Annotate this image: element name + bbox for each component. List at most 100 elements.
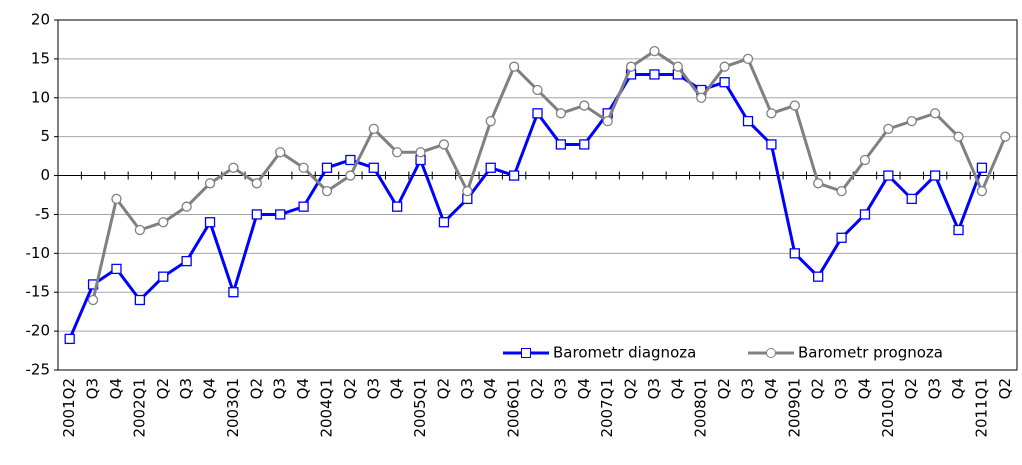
- marker: [87, 294, 99, 306]
- marker: [929, 108, 941, 119]
- marker: [532, 108, 543, 119]
- x-tick-label: Q3: [271, 378, 289, 399]
- x-tick-label: Q2: [341, 378, 359, 399]
- x-tick-label: Q3: [739, 378, 757, 399]
- marker: [134, 224, 146, 236]
- legend-marker: [521, 348, 531, 358]
- x-tick-label: Q2: [809, 378, 827, 399]
- marker: [1000, 131, 1011, 142]
- marker: [813, 178, 824, 189]
- x-tick-label: 2007Q1: [598, 378, 616, 438]
- marker: [298, 162, 309, 173]
- marker: [111, 263, 122, 275]
- x-tick-label: Q2: [528, 378, 546, 399]
- series-line: [91, 49, 1007, 301]
- marker: [251, 178, 262, 189]
- marker: [438, 139, 450, 150]
- x-tick-label: Q2: [622, 378, 640, 399]
- marker: [929, 170, 941, 181]
- marker: [181, 255, 192, 267]
- marker: [859, 209, 871, 220]
- x-tick-label: Q4: [481, 378, 499, 399]
- marker: [976, 162, 988, 173]
- marker: [836, 232, 847, 243]
- x-tick-label: Q2: [996, 378, 1014, 399]
- x-tick-label: Q3: [84, 378, 102, 399]
- x-tick-label: Q3: [832, 378, 850, 399]
- marker: [649, 69, 660, 80]
- marker: [392, 201, 403, 212]
- x-tick-label: 2010Q1: [879, 378, 897, 438]
- marker: [906, 193, 917, 205]
- marker: [415, 147, 426, 158]
- x-tick-label: Q4: [762, 378, 780, 399]
- y-tick-label: -20: [26, 322, 51, 340]
- legend-label: Barometr diagnoza: [553, 344, 696, 362]
- marker: [579, 100, 590, 111]
- marker: [579, 139, 590, 150]
- legend-marker: [766, 348, 776, 358]
- marker: [976, 185, 988, 197]
- marker: [625, 61, 637, 72]
- x-tick-label: Q4: [668, 378, 686, 399]
- x-tick-label: Q4: [949, 378, 967, 399]
- marker: [438, 217, 450, 228]
- marker: [602, 115, 613, 127]
- marker: [462, 185, 473, 197]
- x-tick-label: 2008Q1: [692, 378, 710, 438]
- x-tick-label: Q4: [575, 378, 593, 399]
- x-tick-label: Q2: [902, 378, 920, 399]
- marker: [883, 123, 894, 135]
- y-tick-label: 5: [40, 127, 50, 145]
- x-tick-label: Q3: [551, 378, 569, 399]
- marker: [321, 162, 333, 173]
- marker: [204, 178, 216, 189]
- marker: [321, 185, 333, 197]
- marker: [275, 209, 286, 220]
- marker: [508, 61, 520, 72]
- x-tick-label: Q3: [458, 378, 476, 399]
- y-tick-label: 10: [31, 88, 50, 106]
- marker: [649, 45, 660, 57]
- marker: [134, 294, 146, 306]
- marker: [766, 108, 777, 119]
- x-tick-label: 2005Q1: [411, 378, 429, 438]
- marker: [111, 193, 122, 205]
- x-tick-label: Q2: [715, 378, 733, 399]
- marker: [298, 201, 309, 212]
- y-tick-label: 0: [40, 166, 50, 184]
- marker: [204, 217, 216, 228]
- marker: [906, 115, 917, 127]
- x-tick-label: Q4: [388, 378, 406, 399]
- marker: [532, 84, 543, 96]
- x-tick-label: 2002Q1: [130, 378, 148, 438]
- marker: [228, 162, 239, 173]
- marker: [251, 209, 262, 220]
- marker: [883, 170, 894, 181]
- y-tick-label: -10: [26, 244, 51, 262]
- x-tick-label: Q4: [294, 378, 312, 399]
- y-tick-label: -5: [35, 205, 50, 223]
- marker: [181, 201, 192, 212]
- marker: [508, 170, 520, 181]
- marker: [555, 108, 567, 119]
- marker: [766, 139, 777, 150]
- marker: [485, 162, 496, 173]
- marker: [485, 115, 496, 127]
- marker: [64, 333, 75, 345]
- y-tick-label: -25: [26, 361, 51, 379]
- x-tick-label: 2001Q2: [60, 378, 78, 438]
- marker: [158, 217, 169, 228]
- marker: [719, 77, 730, 88]
- y-tick-label: -15: [26, 283, 51, 301]
- x-tick-label: Q2: [154, 378, 172, 399]
- x-tick-label: Q3: [177, 378, 195, 399]
- marker: [672, 61, 683, 72]
- legend-label: Barometr prognoza: [798, 344, 943, 362]
- x-tick-label: 2006Q1: [505, 378, 523, 438]
- marker: [813, 271, 824, 282]
- x-tick-label: Q4: [201, 378, 219, 399]
- y-tick-label: 20: [31, 11, 50, 29]
- marker: [836, 185, 847, 197]
